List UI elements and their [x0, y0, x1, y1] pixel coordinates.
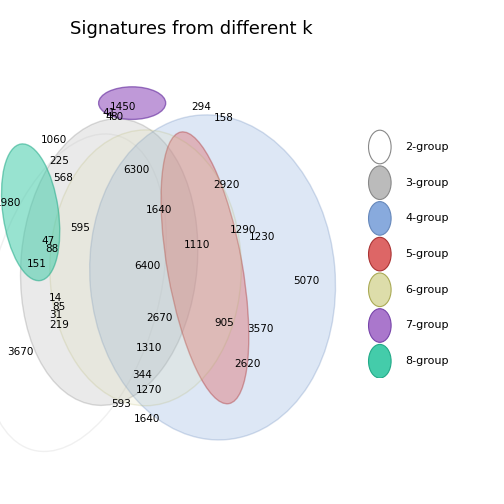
Text: 151: 151 — [26, 259, 46, 269]
Text: 47: 47 — [41, 236, 54, 246]
Text: 595: 595 — [71, 223, 90, 233]
Text: Signatures from different k: Signatures from different k — [70, 20, 313, 38]
Text: 41: 41 — [102, 108, 116, 118]
Text: 1640: 1640 — [146, 205, 172, 215]
Text: 14: 14 — [49, 293, 62, 303]
Text: 88: 88 — [45, 243, 58, 254]
Text: 6300: 6300 — [123, 165, 149, 175]
Text: 294: 294 — [191, 102, 211, 112]
Text: 5070: 5070 — [293, 276, 320, 286]
Text: 6400: 6400 — [135, 261, 161, 271]
Ellipse shape — [2, 144, 60, 281]
Text: 4-group: 4-group — [405, 213, 449, 223]
Text: 3-group: 3-group — [405, 178, 449, 187]
Text: 80: 80 — [110, 112, 123, 122]
Circle shape — [368, 130, 391, 164]
Ellipse shape — [161, 132, 249, 404]
Text: 4: 4 — [106, 112, 112, 122]
Circle shape — [368, 202, 391, 235]
Text: 568: 568 — [53, 173, 73, 183]
Text: 2620: 2620 — [234, 358, 260, 368]
Text: 593: 593 — [111, 399, 131, 409]
Ellipse shape — [21, 119, 198, 405]
Text: 8-group: 8-group — [405, 356, 449, 366]
Text: 1270: 1270 — [136, 386, 163, 396]
Text: 3670: 3670 — [7, 347, 33, 357]
Text: 6-group: 6-group — [405, 285, 449, 295]
Text: 905: 905 — [214, 319, 234, 329]
Circle shape — [368, 308, 391, 342]
Text: 2670: 2670 — [146, 312, 172, 323]
Text: 219: 219 — [49, 320, 70, 330]
Text: 1980: 1980 — [0, 198, 22, 208]
Text: 344: 344 — [132, 370, 152, 380]
Circle shape — [368, 344, 391, 378]
Circle shape — [368, 166, 391, 200]
Text: 3570: 3570 — [247, 324, 274, 334]
Text: 1290: 1290 — [230, 224, 257, 234]
Text: 5-group: 5-group — [405, 249, 449, 259]
Circle shape — [368, 273, 391, 306]
Text: 1450: 1450 — [109, 102, 136, 112]
Text: 31: 31 — [49, 309, 62, 320]
Ellipse shape — [0, 134, 166, 452]
Text: 1060: 1060 — [40, 135, 67, 145]
Text: 7-group: 7-group — [405, 321, 449, 331]
Ellipse shape — [99, 87, 166, 119]
Text: 2920: 2920 — [213, 180, 239, 191]
Text: 85: 85 — [53, 302, 66, 312]
Ellipse shape — [50, 130, 241, 406]
Text: 1110: 1110 — [184, 240, 211, 250]
Ellipse shape — [90, 115, 336, 440]
Text: 1310: 1310 — [136, 343, 163, 353]
Text: 225: 225 — [49, 156, 70, 166]
Text: 2-group: 2-group — [405, 142, 449, 152]
Text: 1230: 1230 — [249, 232, 276, 242]
Circle shape — [368, 237, 391, 271]
Text: 158: 158 — [214, 113, 234, 123]
Text: 1640: 1640 — [134, 414, 161, 424]
